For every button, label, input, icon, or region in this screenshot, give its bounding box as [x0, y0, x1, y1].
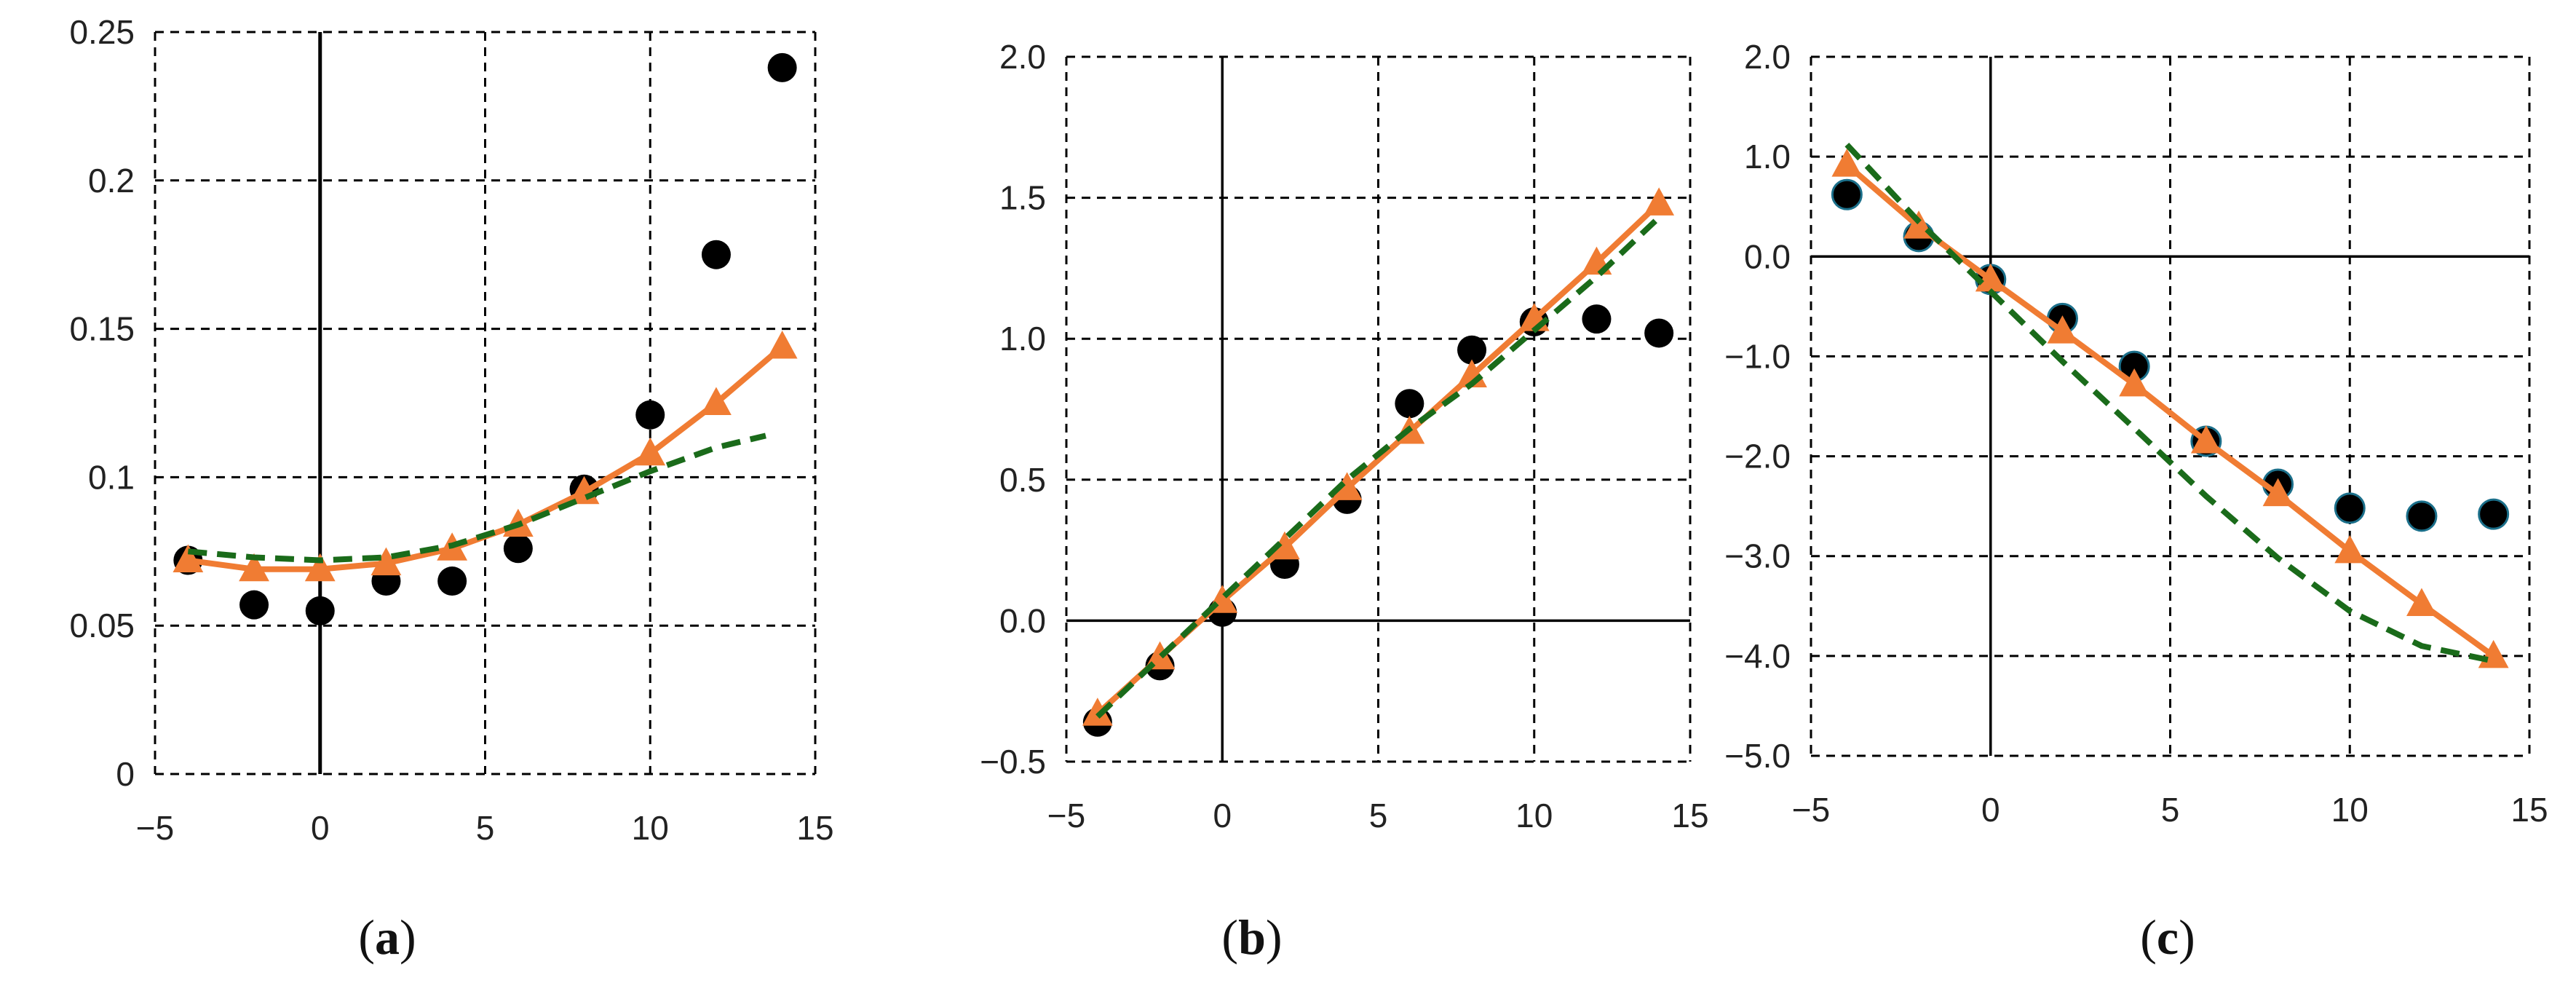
y-tick-labels: 0 0.05 0.1 0.15 0.2 0.25 — [69, 13, 135, 793]
data-point — [2478, 498, 2510, 530]
panel-label: (c) — [2140, 909, 2195, 965]
series-dashed-line — [187, 433, 766, 564]
chart-panel-c: −5 0 5 10 15 −5.0 −4.0 −3.0 −2.0 −1.0 0.0 1.0 2.0 (c) — [1724, 38, 2548, 965]
data-point — [1831, 178, 1863, 210]
y-tick-label: −0.5 — [980, 743, 1046, 781]
panel-label-letter: b — [1238, 909, 1266, 965]
data-point — [2406, 500, 2438, 532]
x-tick-label: 0 — [311, 809, 330, 847]
triangle-marker — [1331, 472, 1363, 500]
y-tick-label: 0 — [116, 755, 135, 793]
triangle-marker — [2047, 315, 2078, 344]
triangle-marker — [370, 547, 402, 576]
data-point — [239, 590, 269, 620]
panel-label-letter: a — [375, 909, 400, 965]
y-tick-label: 0.1 — [88, 458, 135, 496]
series-dashed-line — [1844, 142, 2494, 664]
y-tick-label: 2.0 — [999, 38, 1046, 76]
y-tick-label: 0.2 — [88, 162, 135, 200]
triangle-marker — [635, 437, 666, 466]
y-tick-labels: −0.5 0.0 0.5 1.0 1.5 2.0 — [980, 38, 1046, 781]
series-dashed-line — [1095, 215, 1661, 719]
x-tick-label: −5 — [1047, 797, 1085, 834]
data-point — [503, 534, 533, 564]
y-tick-label: 0.5 — [999, 461, 1046, 499]
triangle-marker — [2406, 588, 2437, 617]
y-tick-label: 0.25 — [69, 13, 135, 51]
x-tick-label: −5 — [136, 809, 174, 847]
y-tick-label: 0.0 — [1744, 237, 1791, 275]
triangle-marker — [2262, 478, 2294, 507]
y-tick-label: 0.05 — [69, 607, 135, 644]
grid — [154, 31, 817, 775]
y-tick-labels: −5.0 −4.0 −3.0 −2.0 −1.0 0.0 1.0 2.0 — [1724, 38, 1791, 775]
x-tick-label: 5 — [1369, 797, 1388, 834]
panel-label: (b) — [1221, 909, 1282, 965]
series-dashed — [187, 433, 766, 564]
grid — [1065, 55, 1692, 763]
y-tick-label: −2.0 — [1724, 438, 1791, 475]
x-tick-labels: −5 0 5 10 15 — [1047, 797, 1709, 834]
triangle-marker — [1644, 187, 1675, 216]
panel-label-letter: c — [2157, 909, 2179, 965]
y-tick-label: 1.5 — [999, 179, 1046, 217]
triangle-marker — [2119, 368, 2150, 397]
data-point — [1644, 318, 1674, 348]
triangle-marker — [2334, 534, 2366, 564]
triangle-marker — [1975, 263, 2006, 292]
triangle-marker — [766, 331, 798, 359]
y-tick-label: 1.0 — [999, 320, 1046, 358]
series-dashed — [1844, 142, 2494, 664]
x-tick-label: 10 — [1515, 797, 1553, 834]
triangle-marker — [239, 553, 269, 582]
y-tick-label: −4.0 — [1724, 637, 1791, 675]
triangle-marker — [701, 387, 732, 415]
y-tick-label: −1.0 — [1724, 337, 1791, 375]
y-tick-label: 0.0 — [999, 601, 1046, 639]
x-tick-label: 15 — [2510, 791, 2548, 829]
data-point — [1395, 389, 1424, 419]
x-tick-labels: −5 0 5 10 15 — [136, 809, 834, 847]
x-tick-label: 0 — [1981, 791, 2000, 829]
series-dashed — [1095, 215, 1661, 719]
x-tick-label: 15 — [796, 809, 833, 847]
data-point — [1582, 304, 1612, 334]
triangle-marker — [1831, 149, 1863, 177]
y-tick-label: 0.15 — [69, 310, 135, 348]
triangle-marker — [1269, 531, 1300, 560]
data-point — [305, 596, 335, 625]
data-point — [2334, 492, 2366, 524]
x-tick-label: 0 — [1213, 797, 1232, 834]
data-point — [767, 52, 797, 82]
triangle-marker — [173, 544, 204, 573]
triangle-marker — [2190, 425, 2222, 454]
y-tick-label: 2.0 — [1744, 38, 1791, 76]
y-tick-label: 1.0 — [1744, 138, 1791, 175]
data-point — [635, 400, 665, 430]
triangle-marker — [1082, 698, 1113, 726]
x-tick-label: 10 — [2331, 791, 2369, 829]
chart-panel-b: −5 0 5 10 15 −0.5 0.0 0.5 1.0 1.5 2.0 (b) — [980, 38, 1708, 965]
x-tick-label: −5 — [1792, 791, 1830, 829]
x-tick-label: 5 — [476, 809, 495, 847]
y-tick-label: −3.0 — [1724, 537, 1791, 575]
data-point — [1457, 335, 1487, 365]
triangle-marker — [304, 553, 336, 582]
x-tick-label: 15 — [1671, 797, 1708, 834]
y-tick-label: −5.0 — [1724, 737, 1791, 775]
data-point — [437, 566, 467, 596]
panel-label: (a) — [358, 909, 416, 965]
data-point — [701, 240, 731, 269]
x-tick-label: 10 — [632, 809, 669, 847]
x-tick-labels: −5 0 5 10 15 — [1792, 791, 2548, 829]
x-tick-label: 5 — [2161, 791, 2180, 829]
grid — [1810, 55, 2531, 757]
